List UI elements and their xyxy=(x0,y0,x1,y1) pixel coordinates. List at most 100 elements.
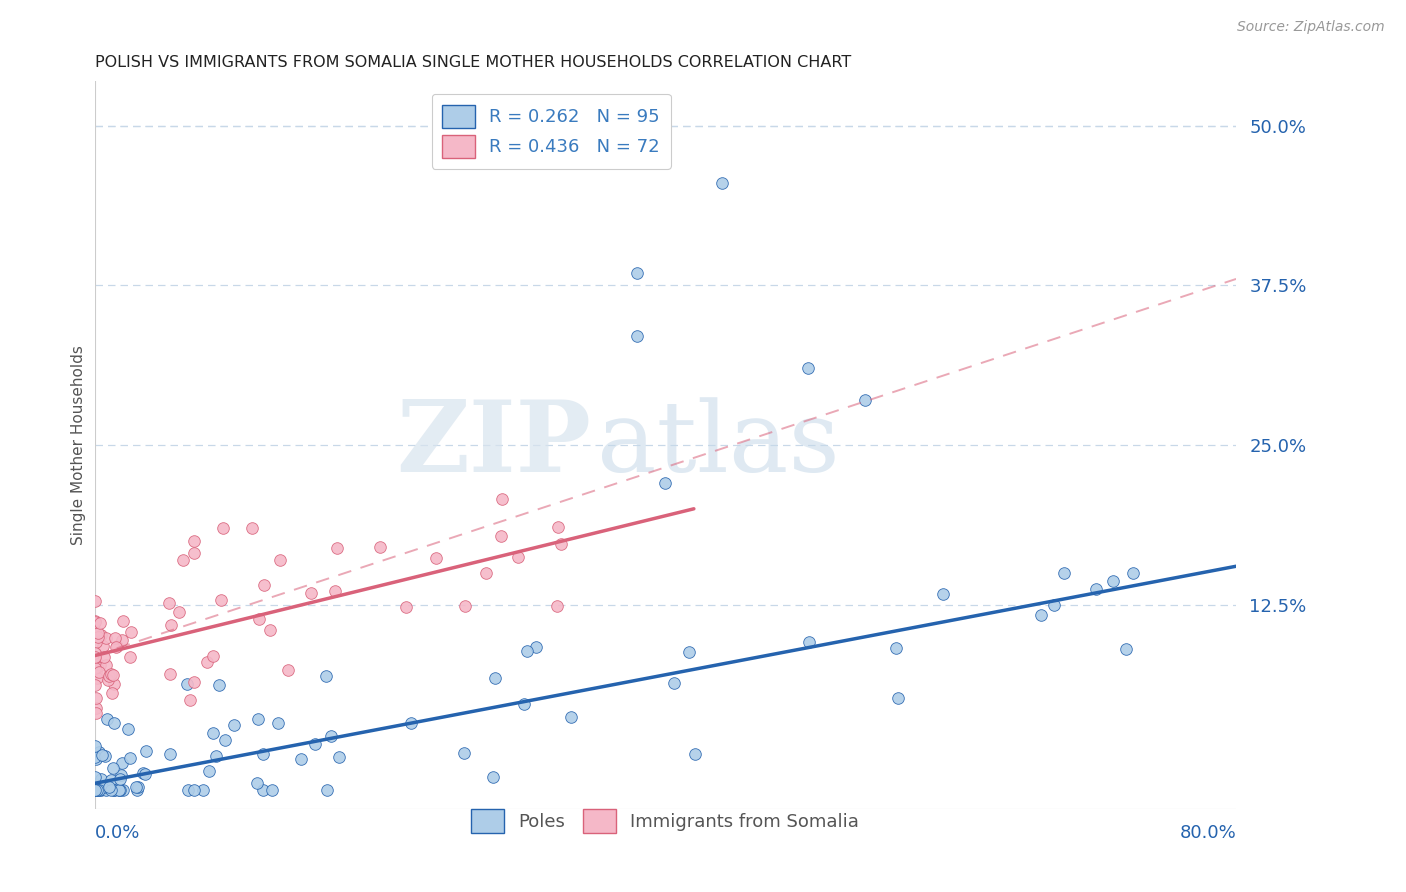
Point xyxy=(83,770,105,784)
Point xyxy=(193,782,215,797)
Point xyxy=(797,361,820,376)
Point xyxy=(315,669,337,683)
Point xyxy=(290,752,312,766)
Text: POLISH VS IMMIGRANTS FROM SOMALIA SINGLE MOTHER HOUSEHOLDS CORRELATION CHART: POLISH VS IMMIGRANTS FROM SOMALIA SINGLE… xyxy=(94,55,851,70)
Point xyxy=(93,780,115,794)
Point xyxy=(86,660,108,674)
Point xyxy=(100,772,122,787)
Point xyxy=(89,616,111,631)
Point xyxy=(277,664,299,678)
Point xyxy=(97,780,120,794)
Point xyxy=(368,540,391,554)
Point xyxy=(83,678,105,692)
Point xyxy=(118,751,141,765)
Point xyxy=(246,776,269,790)
Point xyxy=(1115,641,1137,656)
Point xyxy=(299,586,322,600)
Point xyxy=(103,782,125,797)
Point xyxy=(132,766,155,780)
Text: 80.0%: 80.0% xyxy=(1180,824,1236,842)
Point xyxy=(177,782,200,797)
Point xyxy=(207,678,229,692)
Point xyxy=(101,761,124,775)
Point xyxy=(886,691,908,706)
Point xyxy=(84,706,107,720)
Point xyxy=(222,718,245,732)
Point xyxy=(83,614,105,628)
Point xyxy=(183,675,205,690)
Text: ZIP: ZIP xyxy=(396,396,591,493)
Point xyxy=(98,668,121,682)
Point xyxy=(103,676,125,690)
Point xyxy=(101,686,124,700)
Point xyxy=(167,605,190,619)
Point xyxy=(853,393,876,408)
Point xyxy=(195,656,218,670)
Point xyxy=(84,700,107,714)
Point xyxy=(662,676,685,690)
Point xyxy=(83,594,105,608)
Point xyxy=(125,780,148,795)
Point xyxy=(678,645,700,659)
Point xyxy=(198,764,221,778)
Point xyxy=(267,716,290,731)
Point xyxy=(100,782,122,797)
Point xyxy=(94,782,117,797)
Point xyxy=(94,748,117,763)
Point xyxy=(259,623,281,637)
Point xyxy=(1122,566,1144,580)
Point xyxy=(183,533,205,548)
Point xyxy=(159,667,181,681)
Point xyxy=(654,476,676,491)
Point xyxy=(157,596,180,610)
Point xyxy=(516,644,538,658)
Point xyxy=(86,625,108,640)
Legend: Poles, Immigrants from Somalia: Poles, Immigrants from Somalia xyxy=(464,802,866,840)
Point xyxy=(201,648,224,663)
Point xyxy=(160,617,183,632)
Point xyxy=(86,782,108,797)
Point xyxy=(83,739,105,753)
Point xyxy=(120,649,142,664)
Point xyxy=(453,746,475,760)
Point xyxy=(110,768,132,782)
Point xyxy=(125,782,148,797)
Text: 0.0%: 0.0% xyxy=(94,824,141,842)
Point xyxy=(512,697,534,711)
Point xyxy=(209,593,232,607)
Point xyxy=(482,770,505,784)
Point xyxy=(93,650,115,665)
Point xyxy=(506,549,529,564)
Point xyxy=(84,750,107,764)
Point xyxy=(204,748,226,763)
Point xyxy=(83,782,105,797)
Point xyxy=(1031,607,1053,622)
Point xyxy=(179,693,201,707)
Point xyxy=(399,716,422,731)
Point xyxy=(932,587,955,601)
Point xyxy=(253,578,276,592)
Point xyxy=(1043,599,1066,613)
Point xyxy=(547,520,569,534)
Point xyxy=(260,782,283,797)
Point xyxy=(626,329,648,343)
Point xyxy=(110,772,132,786)
Point xyxy=(484,671,506,685)
Point xyxy=(89,657,111,672)
Point xyxy=(319,729,342,743)
Point xyxy=(560,709,582,723)
Point xyxy=(117,722,139,736)
Point xyxy=(103,782,125,797)
Point xyxy=(83,625,105,640)
Point xyxy=(183,546,205,560)
Point xyxy=(96,712,118,726)
Point xyxy=(103,668,125,682)
Point xyxy=(91,639,114,653)
Point xyxy=(90,748,112,763)
Point xyxy=(176,677,198,691)
Point xyxy=(87,782,110,797)
Point xyxy=(201,726,224,740)
Point xyxy=(111,756,134,771)
Point xyxy=(84,661,107,675)
Point xyxy=(550,537,572,551)
